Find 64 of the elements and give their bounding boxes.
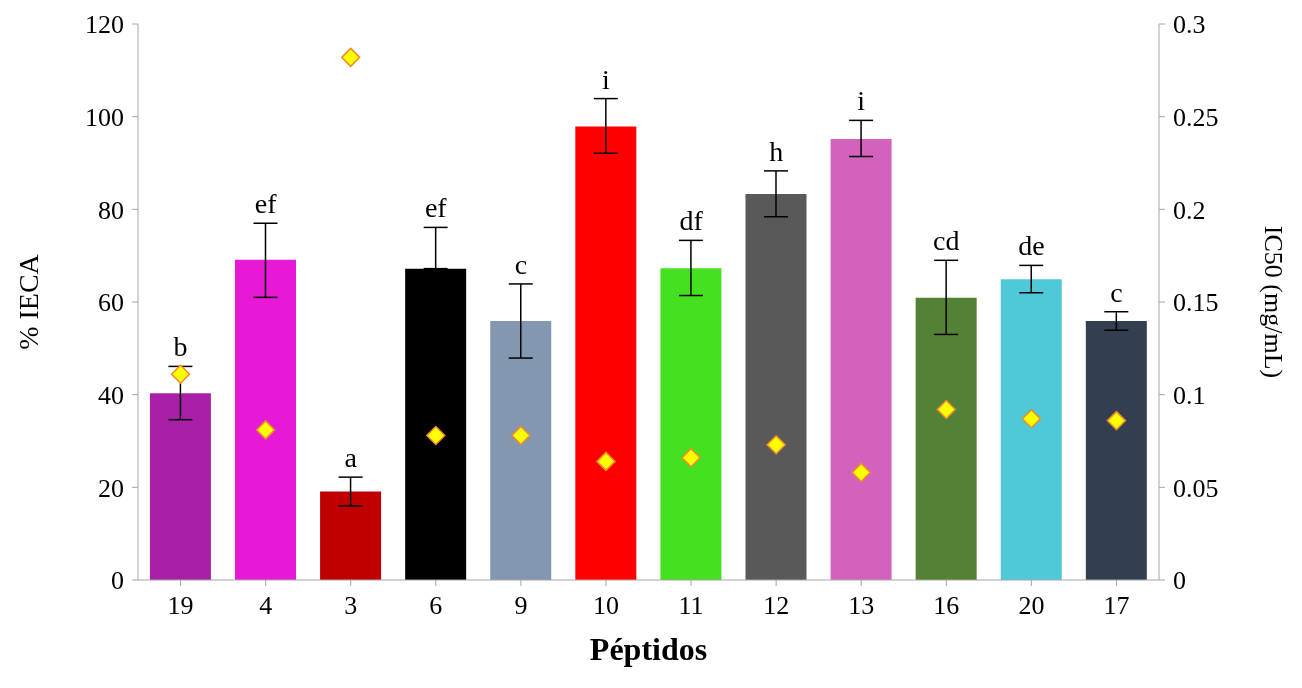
- y-tick-label: 100: [85, 102, 124, 132]
- x-tick-label: 11: [678, 591, 704, 621]
- y2-tick-label: 0.05: [1173, 473, 1219, 503]
- point: [255, 420, 276, 440]
- annotation: ef: [254, 188, 278, 220]
- y2-tick-label: 0: [1173, 566, 1186, 596]
- bar: [320, 491, 382, 580]
- x-tick-label: 9: [514, 591, 528, 621]
- bar: [745, 194, 807, 580]
- y2-tick-label: 0.25: [1173, 102, 1219, 132]
- y-tick-label: 0: [111, 566, 124, 596]
- annotation: de: [1018, 230, 1045, 262]
- y-tick-label: 40: [98, 380, 124, 410]
- point: [596, 451, 616, 472]
- y-tick-label: 20: [98, 473, 124, 503]
- x-tick-label: 19: [167, 591, 194, 621]
- point: [426, 425, 446, 446]
- y2-tick-label: 0.1: [1173, 380, 1206, 410]
- x-tick-label: 10: [592, 591, 619, 621]
- annotation: df: [679, 205, 704, 237]
- bar: [490, 321, 552, 580]
- point: [936, 399, 957, 420]
- bar: [1085, 321, 1147, 580]
- annotation: a: [344, 442, 358, 474]
- x-tick-label: 3: [344, 591, 358, 621]
- y2-tick-label: 0.15: [1173, 288, 1219, 318]
- y-tick-label: 80: [98, 195, 124, 225]
- x-tick-label: 6: [429, 591, 443, 621]
- point: [1106, 410, 1127, 431]
- annotation: cd: [933, 225, 960, 257]
- bar: [1000, 279, 1062, 580]
- y-axis-title: % IECA: [12, 253, 44, 350]
- x-tick-label: 20: [1018, 591, 1045, 621]
- x-tick-label: 17: [1103, 591, 1130, 621]
- x-tick-label: 4: [259, 591, 273, 621]
- x-tick-label: 16: [933, 591, 960, 621]
- bar: [149, 393, 211, 580]
- y2-tick-label: 0.2: [1173, 195, 1206, 225]
- annotation: i: [857, 85, 866, 117]
- bar: [575, 126, 637, 580]
- point: [681, 447, 701, 468]
- point: [170, 364, 191, 385]
- bar: [660, 268, 722, 580]
- annotation: ef: [424, 192, 448, 224]
- x-axis-title: Péptidos: [589, 631, 708, 667]
- bar: [830, 138, 892, 580]
- bar: [915, 297, 977, 580]
- annotation: c: [1110, 276, 1123, 308]
- point: [851, 462, 871, 483]
- y2-tick-label: 0.3: [1173, 10, 1206, 40]
- y2-axis-title: IC50 (mg/mL): [1258, 225, 1288, 379]
- x-tick-label: 12: [763, 591, 790, 621]
- annotation: b: [173, 331, 188, 363]
- point: [340, 47, 361, 68]
- annotation: c: [514, 248, 528, 280]
- point: [511, 425, 531, 446]
- annotation: h: [769, 135, 784, 167]
- bar: [235, 259, 296, 580]
- point: [766, 434, 786, 455]
- y-tick-label: 120: [85, 10, 124, 40]
- x-tick-label: 13: [848, 591, 875, 621]
- y-tick-label: 60: [98, 288, 124, 318]
- point: [1021, 409, 1042, 429]
- annotation: i: [602, 63, 611, 95]
